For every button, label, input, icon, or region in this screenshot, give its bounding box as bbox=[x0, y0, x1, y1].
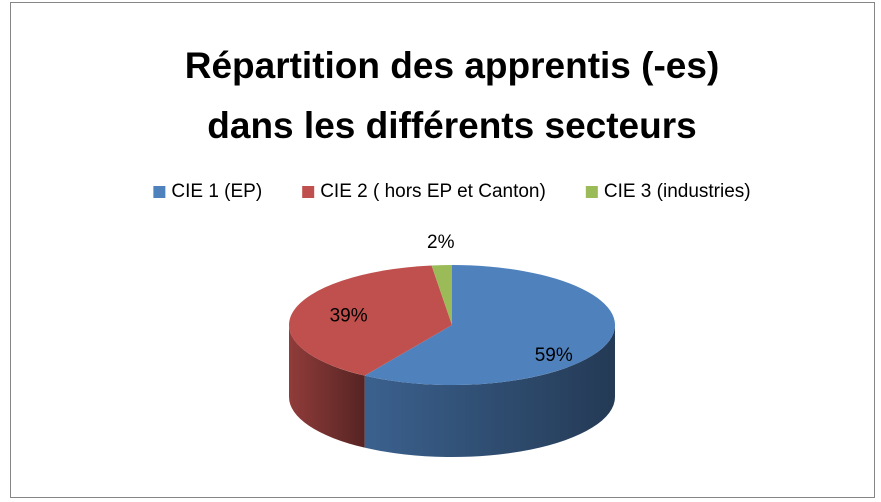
data-label: 59% bbox=[535, 345, 573, 366]
legend-swatch bbox=[585, 186, 598, 198]
chart-title: Répartition des apprentis (-es) bbox=[185, 45, 720, 86]
chart-title: dans les différents secteurs bbox=[207, 105, 696, 146]
pie-slice bbox=[364, 265, 615, 386]
pie-slice bbox=[288, 265, 452, 376]
legend-label: CIE 1 (EP) bbox=[171, 181, 262, 202]
data-label: 2% bbox=[427, 232, 455, 253]
legend-label: CIE 3 (industries) bbox=[604, 181, 751, 202]
pie-side bbox=[364, 325, 615, 457]
legend-swatch bbox=[153, 186, 166, 198]
pie-side bbox=[289, 325, 365, 448]
data-label: 39% bbox=[330, 306, 368, 327]
pie-slice bbox=[431, 265, 452, 325]
legend-label: CIE 2 ( hors EP et Canton) bbox=[320, 181, 546, 202]
legend-swatch bbox=[302, 186, 315, 198]
